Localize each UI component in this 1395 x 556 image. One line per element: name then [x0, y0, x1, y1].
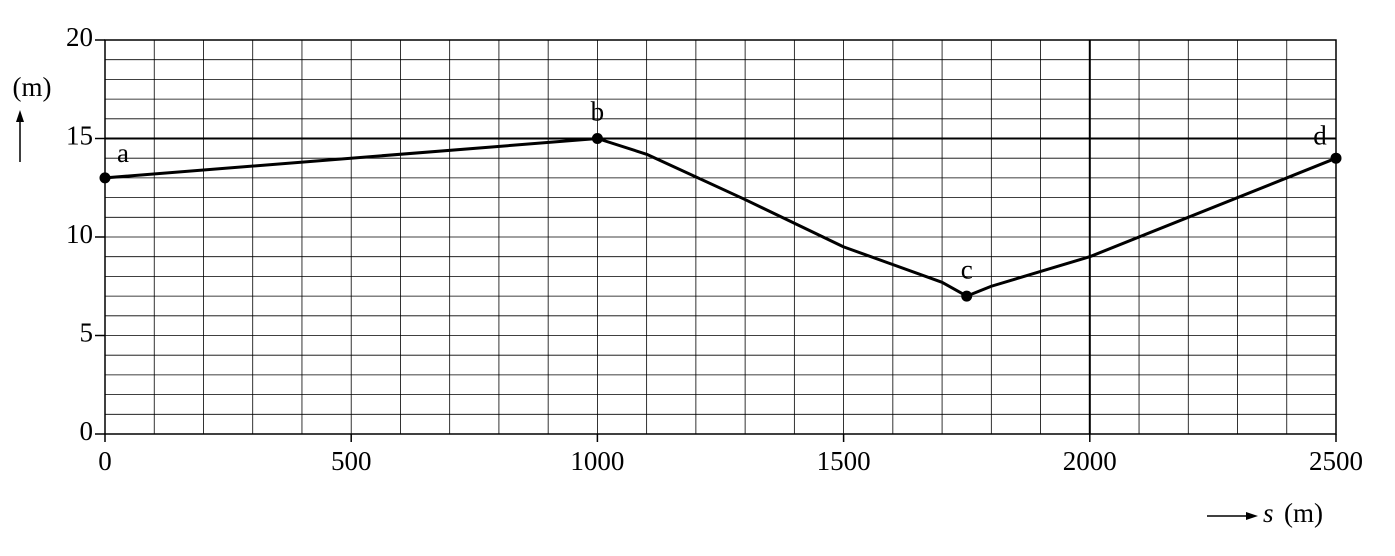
- y-tick-label: 0: [80, 416, 94, 446]
- point-marker: [99, 172, 111, 184]
- x-tick-label: 2500: [1309, 446, 1363, 476]
- x-tick-label: 500: [331, 446, 372, 476]
- y-axis-label: (m): [13, 72, 52, 102]
- y-tick-label: 5: [80, 318, 94, 348]
- point-label: a: [117, 138, 129, 168]
- point-label: d: [1313, 120, 1327, 150]
- point-label: b: [591, 97, 605, 127]
- x-tick-label: 1000: [570, 446, 624, 476]
- y-tick-label: 20: [66, 22, 93, 52]
- y-tick-label: 10: [66, 219, 93, 249]
- x-axis-unit: (m): [1284, 498, 1323, 528]
- point-marker: [591, 133, 603, 144]
- x-tick-label: 2000: [1063, 446, 1117, 476]
- x-axis-symbol: s: [1263, 498, 1274, 528]
- point-label: c: [961, 254, 973, 284]
- x-tick-label: 0: [98, 446, 112, 476]
- x-axis-arrowhead: [1246, 512, 1258, 520]
- y-tick-label: 15: [66, 121, 93, 151]
- point-marker: [1330, 152, 1342, 164]
- x-tick-label: 1500: [817, 446, 871, 476]
- point-marker: [961, 290, 973, 302]
- y-axis-arrowhead: [16, 110, 24, 122]
- profile-line: [104, 137, 1337, 298]
